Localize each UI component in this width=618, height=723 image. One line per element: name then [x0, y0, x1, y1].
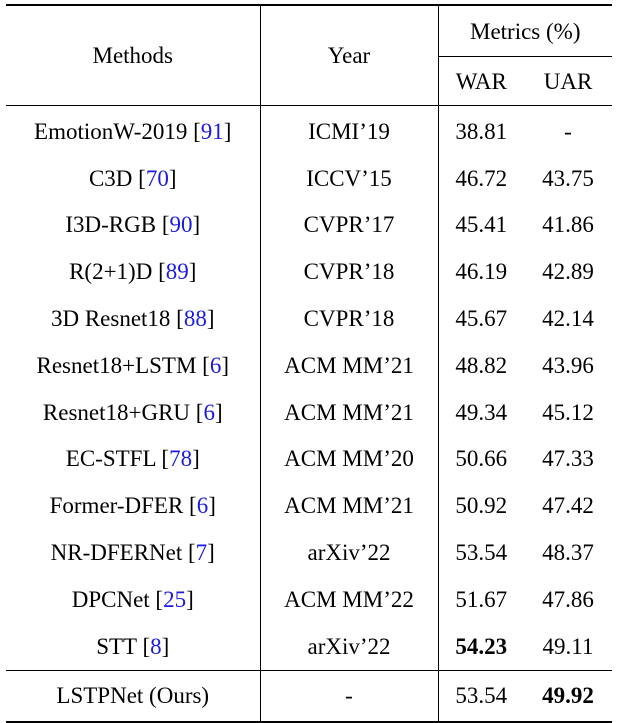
- header-year: Year: [259, 4, 438, 106]
- method-cell: EC-STFL [78]: [65, 446, 200, 472]
- citation-link[interactable]: 88: [183, 306, 207, 332]
- method-cell: EmotionW-2019 [91]: [34, 118, 232, 144]
- citation-link[interactable]: 89: [165, 259, 189, 285]
- citation-link[interactable]: 6: [196, 493, 209, 519]
- method-cell: I3D-RGB [90]: [65, 212, 201, 238]
- header-methods: Methods: [6, 4, 260, 106]
- table-row: NR-DFERNet [7] arXiv’22 53.54 48.37: [6, 529, 612, 576]
- table-row: EmotionW-2019 [91] ICMI’19 38.81 -: [6, 105, 612, 155]
- war-cell: 51.67: [437, 575, 524, 623]
- war-cell: 53.54: [437, 529, 524, 576]
- table-row: Former-DFER [6] ACM MM’21 50.92 47.42: [6, 482, 612, 530]
- uar-cell: 41.86: [542, 212, 594, 238]
- table-row: C3D [70] ICCV’15 46.72 43.75: [6, 154, 612, 202]
- war-cell: 50.66: [437, 435, 524, 483]
- citation-link[interactable]: 90: [169, 212, 193, 238]
- uar-cell: 49.11: [524, 622, 612, 671]
- uar-cell: -: [564, 118, 572, 144]
- year-cell: CVPR’18: [259, 295, 438, 342]
- uar-cell: 47.86: [542, 586, 594, 612]
- method-cell: Former-DFER [6]: [49, 493, 216, 519]
- year-cell: CVPR’17: [259, 201, 438, 249]
- war-cell: 48.82: [437, 341, 524, 389]
- war-cell: 45.41: [437, 201, 524, 249]
- uar-cell: 43.75: [542, 165, 594, 191]
- war-cell-best: 54.23: [437, 622, 524, 671]
- method-cell: STT [8]: [6, 622, 260, 671]
- year-cell: CVPR’18: [259, 248, 438, 296]
- method-cell: 3D Resnet18 [88]: [50, 306, 215, 332]
- war-cell: 53.54: [437, 670, 524, 723]
- war-cell: 49.34: [437, 388, 524, 436]
- year-cell: arXiv’22: [259, 622, 438, 671]
- war-cell: 50.92: [437, 482, 524, 530]
- table-row: Resnet18+LSTM [6] ACM MM’21 48.82 43.96: [6, 341, 612, 389]
- uar-cell: 47.33: [542, 446, 594, 472]
- uar-cell: 42.89: [542, 259, 594, 285]
- table-row: R(2+1)D [89] CVPR’18 46.19 42.89: [6, 248, 612, 296]
- method-cell: Resnet18+LSTM [6]: [36, 352, 230, 378]
- citation-link[interactable]: 78: [169, 446, 193, 472]
- uar-cell: 42.14: [542, 306, 594, 332]
- method-cell: NR-DFERNet [7]: [50, 540, 215, 566]
- year-cell: arXiv’22: [259, 529, 438, 576]
- header-row: Methods Year Metrics (%): [6, 4, 612, 106]
- year-cell: ACM MM’20: [259, 435, 438, 483]
- uar-cell: 43.96: [542, 352, 594, 378]
- uar-cell: 48.37: [542, 540, 594, 566]
- uar-cell-best: 49.92: [524, 670, 612, 723]
- header-war: WAR: [437, 56, 524, 106]
- year-cell: ACM MM’21: [259, 388, 438, 436]
- war-cell: 38.81: [437, 105, 524, 155]
- header-uar: UAR: [524, 56, 612, 106]
- war-cell: 46.19: [437, 248, 524, 296]
- uar-cell: 45.12: [542, 399, 594, 425]
- method-cell: R(2+1)D [89]: [69, 259, 197, 285]
- table-row: EC-STFL [78] ACM MM’20 50.66 47.33: [6, 435, 612, 483]
- table-row: STT [8] arXiv’22 54.23 49.11: [6, 622, 612, 671]
- year-cell: ACM MM’21: [259, 482, 438, 530]
- method-cell: Resnet18+GRU [6]: [42, 399, 223, 425]
- citation-link[interactable]: 25: [163, 586, 187, 612]
- year-cell: -: [259, 670, 438, 723]
- uar-cell: 47.42: [542, 493, 594, 519]
- year-cell: ICMI’19: [259, 105, 438, 155]
- war-cell: 45.67: [437, 295, 524, 342]
- year-cell: ACM MM’21: [259, 341, 438, 389]
- citation-link[interactable]: 6: [209, 352, 222, 378]
- method-cell: C3D [70]: [88, 165, 177, 191]
- year-cell: ICCV’15: [259, 154, 438, 202]
- ours-row: LSTPNet (Ours) - 53.54 49.92: [6, 670, 612, 723]
- citation-link[interactable]: 6: [203, 399, 215, 425]
- header-metrics: Metrics (%): [437, 4, 612, 57]
- citation-link[interactable]: 91: [200, 118, 224, 144]
- subheader-row: WAR UAR: [6, 56, 612, 106]
- year-cell: ACM MM’22: [259, 575, 438, 623]
- method-cell: LSTPNet (Ours): [6, 670, 260, 723]
- table-row: Resnet18+GRU [6] ACM MM’21 49.34 45.12: [6, 388, 612, 436]
- citation-link[interactable]: 70: [145, 165, 169, 191]
- citation-link[interactable]: 7: [195, 540, 208, 566]
- war-cell: 46.72: [437, 154, 524, 202]
- table-row: DPCNet [25] ACM MM’22 51.67 47.86: [6, 575, 612, 623]
- table-row: I3D-RGB [90] CVPR’17 45.41 41.86: [6, 201, 612, 249]
- method-cell: DPCNet [25]: [71, 586, 194, 612]
- citation-link[interactable]: 8: [150, 633, 162, 659]
- results-table: Methods Year Metrics (%) WAR UAR Emotion…: [6, 4, 612, 723]
- table-row: 3D Resnet18 [88] CVPR’18 45.67 42.14: [6, 295, 612, 342]
